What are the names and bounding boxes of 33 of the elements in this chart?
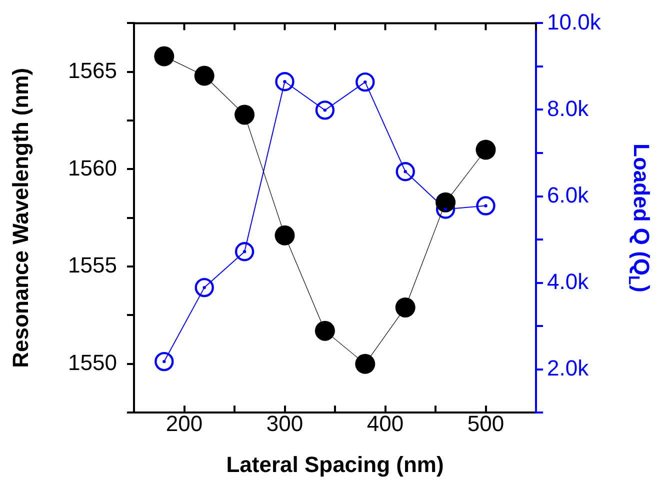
- point: [234, 104, 255, 125]
- point: [314, 320, 335, 341]
- y-tick-label: 1550: [68, 350, 117, 375]
- point: [356, 72, 375, 92]
- x-tick-label: 400: [366, 410, 404, 436]
- point: [274, 225, 295, 246]
- x-tick-label: 200: [166, 410, 203, 436]
- point: [275, 72, 294, 92]
- y2-tick-label: 2.0k: [547, 355, 590, 380]
- point: [194, 66, 214, 86]
- y-axis-title: Resonance Wavelength (nm): [8, 68, 34, 368]
- point: [436, 192, 456, 212]
- point: [396, 162, 415, 182]
- point: [476, 196, 496, 216]
- point: [315, 100, 335, 120]
- y2-tick-label: 8.0k: [547, 96, 590, 121]
- point: [154, 46, 174, 66]
- point: [154, 352, 174, 372]
- x-axis-title: Lateral Spacing (nm): [226, 452, 444, 478]
- point: [194, 278, 214, 298]
- x-tick-label: 300: [266, 410, 304, 436]
- point: [355, 354, 376, 374]
- y2-axis-title: Loaded Q (QL): [625, 144, 654, 292]
- y-tick-label: 1555: [68, 252, 117, 278]
- y2-tick-label: 6.0k: [547, 182, 590, 208]
- y-tick-label: 1565: [68, 58, 117, 83]
- y2-tick-label: 10.0k: [547, 9, 602, 34]
- y-tick-label: 1560: [68, 155, 117, 180]
- point: [476, 140, 496, 160]
- point: [234, 242, 254, 262]
- x-tick-label: 500: [467, 410, 504, 436]
- y2-tick-label: 4.0k: [547, 268, 590, 294]
- point: [395, 297, 416, 318]
